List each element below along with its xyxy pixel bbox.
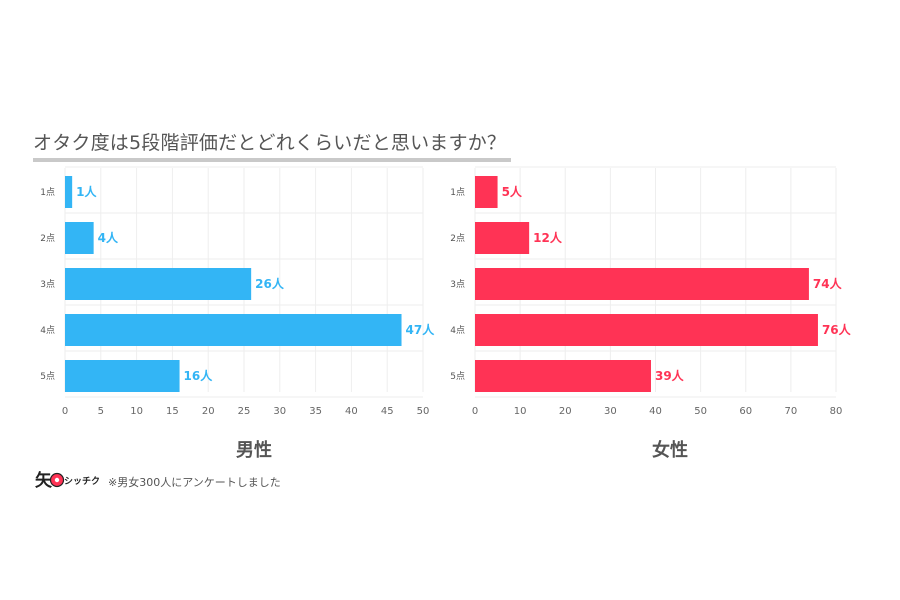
- data-label: 39人: [655, 368, 685, 383]
- data-label: 26人: [255, 276, 285, 291]
- data-label: 1人: [76, 184, 97, 199]
- x-tick-label: 10: [514, 406, 527, 417]
- x-tick-label: 20: [559, 406, 572, 417]
- bar: [475, 360, 651, 392]
- data-label: 4人: [98, 230, 119, 245]
- x-tick-label: 60: [739, 406, 752, 417]
- category-label: 1点: [40, 187, 55, 198]
- x-tick-label: 20: [202, 406, 215, 417]
- x-tick-label: 30: [604, 406, 617, 417]
- x-tick-label: 30: [273, 406, 286, 417]
- female-chart: 0 10 20 30 40 50 60 70 80 1点 5人 2点 12人 3点 74人 4点 76人 5点 39…: [450, 166, 852, 461]
- data-label: 76人: [822, 322, 852, 337]
- x-tick-label: 35: [309, 406, 322, 417]
- x-tick-label: 80: [830, 406, 843, 417]
- data-label: 74人: [813, 276, 843, 291]
- category-label: 3点: [450, 279, 465, 290]
- category-label: 4点: [450, 325, 465, 336]
- bar: [65, 314, 402, 346]
- category-label: 2点: [40, 233, 55, 244]
- category-label: 3点: [40, 279, 55, 290]
- category-label: 5点: [450, 371, 465, 382]
- bar: [475, 314, 818, 346]
- x-tick-label: 70: [785, 406, 798, 417]
- data-label: 12人: [533, 230, 563, 245]
- survey-note: ※男女300人にアンケートしました: [108, 476, 281, 489]
- bar: [475, 268, 809, 300]
- data-label: 16人: [184, 368, 214, 383]
- category-label: 2点: [450, 233, 465, 244]
- panel-label: 女性: [652, 439, 688, 461]
- title-underline: [33, 158, 511, 162]
- x-tick-label: 15: [166, 406, 179, 417]
- category-label: 5点: [40, 371, 55, 382]
- data-label: 47人: [406, 322, 436, 337]
- x-tick-label: 45: [381, 406, 394, 417]
- chart-title: オタク度は5段階評価だとどれくらいだと思いますか？: [33, 132, 507, 154]
- x-tick-label: 5: [98, 406, 104, 417]
- bar: [65, 176, 73, 208]
- svg-text:矢: 矢: [35, 470, 53, 491]
- x-tick-label: 25: [238, 406, 251, 417]
- x-tick-label: 0: [472, 406, 478, 417]
- bar: [65, 222, 94, 254]
- x-tick-label: 50: [417, 406, 430, 417]
- bar: [475, 176, 498, 208]
- data-label: 5人: [502, 184, 523, 199]
- x-tick-label: 50: [694, 406, 707, 417]
- category-label: 4点: [40, 325, 55, 336]
- male-chart: 0 5 10 15 20 25 30 35 40 45 50 1点 1人 2点 4人 3点 26人 4点 47人 5点…: [40, 166, 436, 461]
- x-tick-label: 40: [649, 406, 662, 417]
- category-label: 1点: [450, 187, 465, 198]
- x-tick-label: 0: [62, 406, 68, 417]
- bar: [65, 360, 180, 392]
- bar: [65, 268, 252, 300]
- panel-label: 男性: [236, 439, 272, 461]
- x-tick-label: 10: [130, 406, 143, 417]
- logo-text: シッチク: [64, 477, 101, 487]
- logo-icon: 矢: [35, 470, 65, 491]
- bar: [475, 222, 530, 254]
- x-tick-label: 40: [345, 406, 358, 417]
